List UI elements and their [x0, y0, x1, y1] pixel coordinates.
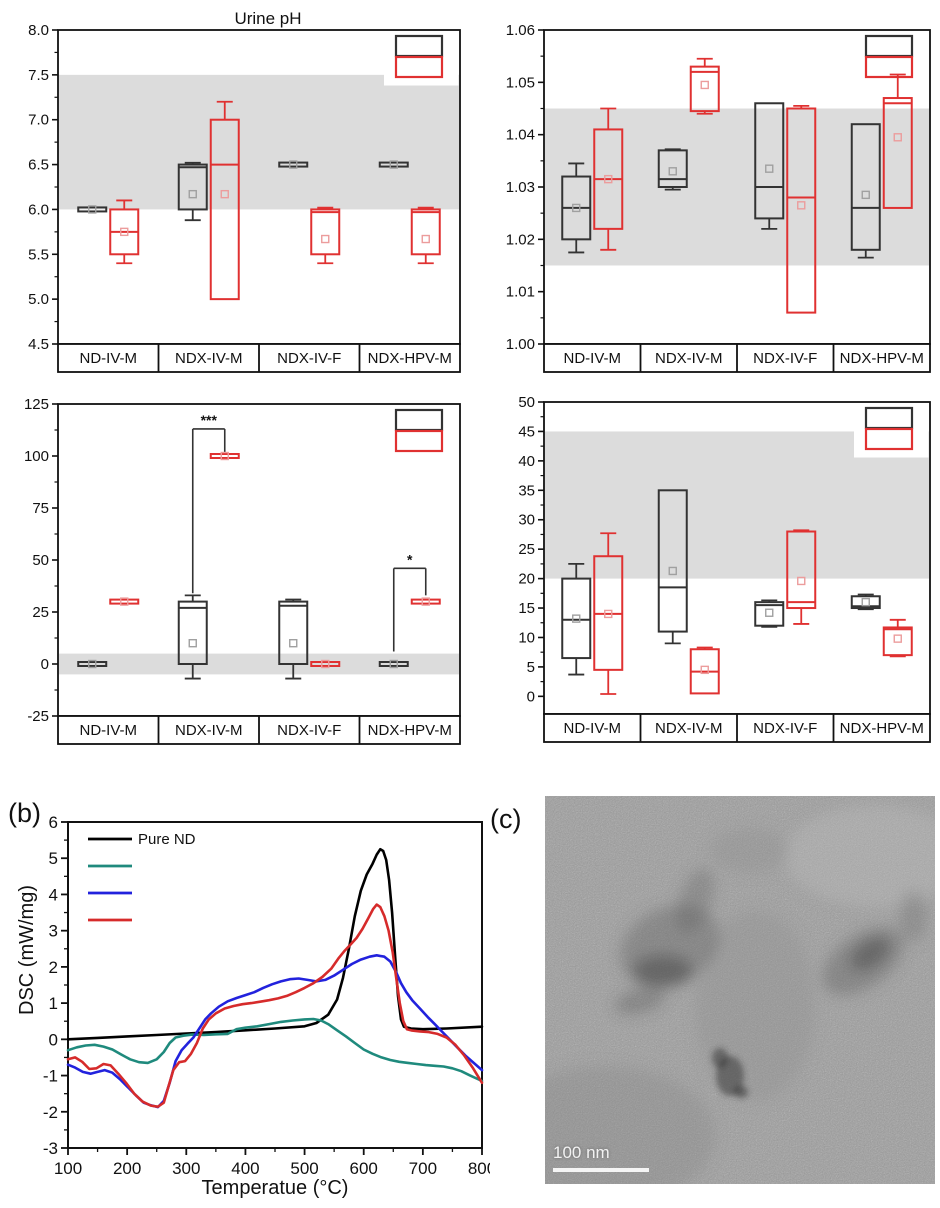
svg-text:500: 500: [290, 1159, 318, 1178]
svg-text:NDX-IV-F: NDX-IV-F: [753, 350, 817, 367]
svg-text:6.0: 6.0: [28, 201, 49, 218]
svg-text:20: 20: [518, 571, 535, 588]
tem-micrograph: [545, 796, 935, 1184]
svg-text:NDX-IV-F: NDX-IV-F: [277, 350, 341, 367]
svg-text:6.5: 6.5: [28, 157, 49, 174]
svg-text:-1: -1: [43, 1067, 58, 1086]
svg-text:NDX-HPV-M: NDX-HPV-M: [368, 722, 452, 739]
panel-4-chart: 0 5 10 15 20 25 30 35 40 45 50 ND-IV-M NDX-IV-M NDX-I…: [518, 394, 931, 743]
svg-text:50: 50: [518, 394, 535, 411]
svg-text:-2: -2: [43, 1103, 58, 1122]
svg-text:300: 300: [172, 1159, 200, 1178]
svg-text:NDX-IV-M: NDX-IV-M: [655, 720, 723, 737]
scale-bar-label: 100 nm: [553, 1143, 610, 1162]
svg-text:30: 30: [518, 512, 535, 529]
svg-text:ND-IV-M: ND-IV-M: [564, 350, 622, 367]
svg-text:2: 2: [49, 958, 58, 977]
svg-text:0: 0: [49, 1030, 58, 1049]
svg-text:35: 35: [518, 482, 535, 499]
specific-gravity-chart: 1.00 1.01 1.02 1.03 1.04 1.05 1.06 ND-IV-M NDX-I…: [506, 22, 931, 373]
svg-text:ND-IV-M: ND-IV-M: [564, 720, 622, 737]
svg-text:700: 700: [409, 1159, 437, 1178]
svg-text:-25: -25: [27, 708, 49, 725]
svg-text:10: 10: [518, 629, 535, 646]
svg-text:8.0: 8.0: [28, 22, 49, 39]
svg-text:NDX-IV-M: NDX-IV-M: [655, 350, 723, 367]
scale-bar: [553, 1168, 649, 1172]
svg-text:200: 200: [113, 1159, 141, 1178]
svg-text:5: 5: [527, 659, 535, 676]
dsc-x-axis-label: Temperatue (°C): [201, 1177, 349, 1199]
boxplot-panel-4: 0 5 10 15 20 25 30 35 40 45 50 ND-IV-M NDX-IV-M NDX-I…: [470, 382, 936, 750]
svg-text:3: 3: [49, 922, 58, 941]
svg-text:0: 0: [41, 656, 49, 673]
dsc-y-axis-label: DSC (mW/mg): [16, 885, 38, 1015]
boxplot-legend: Mean ± 1 SD Mean Outliers: [0, 752, 940, 798]
svg-text:100: 100: [24, 448, 49, 465]
svg-text:Pure ND: Pure ND: [138, 831, 196, 848]
svg-text:NDX-IV-F: NDX-IV-F: [277, 722, 341, 739]
svg-text:125: 125: [24, 396, 49, 413]
svg-text:1.03: 1.03: [506, 179, 535, 196]
svg-text:1.01: 1.01: [506, 284, 535, 301]
svg-text:ND-IV-M: ND-IV-M: [80, 722, 138, 739]
svg-text:-3: -3: [43, 1139, 58, 1158]
svg-text:5.5: 5.5: [28, 246, 49, 263]
svg-text:1.00: 1.00: [506, 336, 535, 353]
svg-text:ND-IV-M: ND-IV-M: [80, 350, 138, 367]
dsc-line-chart: 100 200 300 400 500 600 700 800 -3 -2 -1 0 1 2 3 4 5 6 Pur…: [43, 813, 490, 1178]
svg-text:25: 25: [518, 541, 535, 558]
chart-title: Urine pH: [234, 9, 302, 28]
svg-text:45: 45: [518, 423, 535, 440]
svg-text:5: 5: [49, 849, 58, 868]
boxplot-specific-gravity: 1.00 1.01 1.02 1.03 1.04 1.05 1.06 ND-IV-M NDX-I…: [470, 4, 936, 380]
svg-text:NDX-HPV-M: NDX-HPV-M: [840, 720, 924, 737]
svg-text:NDX-IV-F: NDX-IV-F: [753, 720, 817, 737]
svg-text:0: 0: [527, 688, 535, 705]
svg-text:600: 600: [350, 1159, 378, 1178]
svg-text:1.02: 1.02: [506, 231, 535, 248]
svg-text:***: ***: [201, 412, 218, 428]
svg-text:5.0: 5.0: [28, 291, 49, 308]
urine-ph-chart: 4.5 5.0 5.5 6.0 6.5 7.0 7.5 8.0 ND-IV-M NDX-IV-M N…: [28, 22, 461, 373]
svg-text:15: 15: [518, 600, 535, 617]
svg-text:7.0: 7.0: [28, 112, 49, 129]
svg-text:7.5: 7.5: [28, 67, 49, 84]
panel-c-label: (c): [490, 804, 522, 834]
svg-text:100: 100: [54, 1159, 82, 1178]
svg-text:25: 25: [32, 604, 49, 621]
svg-text:1.05: 1.05: [506, 74, 535, 91]
panel-b-label: (b): [8, 798, 41, 828]
svg-text:40: 40: [518, 453, 535, 470]
svg-text:NDX-IV-M: NDX-IV-M: [175, 722, 243, 739]
svg-text:NDX-HPV-M: NDX-HPV-M: [840, 350, 924, 367]
svg-text:1: 1: [49, 994, 58, 1013]
svg-text:1.06: 1.06: [506, 22, 535, 39]
svg-text:*: *: [407, 551, 413, 567]
boxplot-urine-ph: 4.5 5.0 5.5 6.0 6.5 7.0 7.5 8.0 ND-IV-M NDX-IV-M N…: [8, 4, 468, 380]
svg-text:1.04: 1.04: [506, 127, 535, 144]
svg-text:800: 800: [468, 1159, 490, 1178]
svg-text:4: 4: [49, 885, 58, 904]
tem-image: [545, 796, 935, 1184]
svg-text:400: 400: [231, 1159, 259, 1178]
svg-text:75: 75: [32, 500, 49, 517]
svg-text:50: 50: [32, 552, 49, 569]
boxplot-panel-3: *** * -25 0 25 50 75 100 125 ND-IV-M NDX-IV-M NDX-I…: [8, 382, 468, 750]
svg-text:6: 6: [49, 813, 58, 832]
svg-text:4.5: 4.5: [28, 336, 49, 353]
dsc-line-chart-panel: 100 200 300 400 500 600 700 800 -3 -2 -1 0 1 2 3 4 5 6 Pur…: [8, 796, 490, 1208]
svg-text:NDX-IV-M: NDX-IV-M: [175, 350, 243, 367]
svg-text:NDX-HPV-M: NDX-HPV-M: [368, 350, 452, 367]
